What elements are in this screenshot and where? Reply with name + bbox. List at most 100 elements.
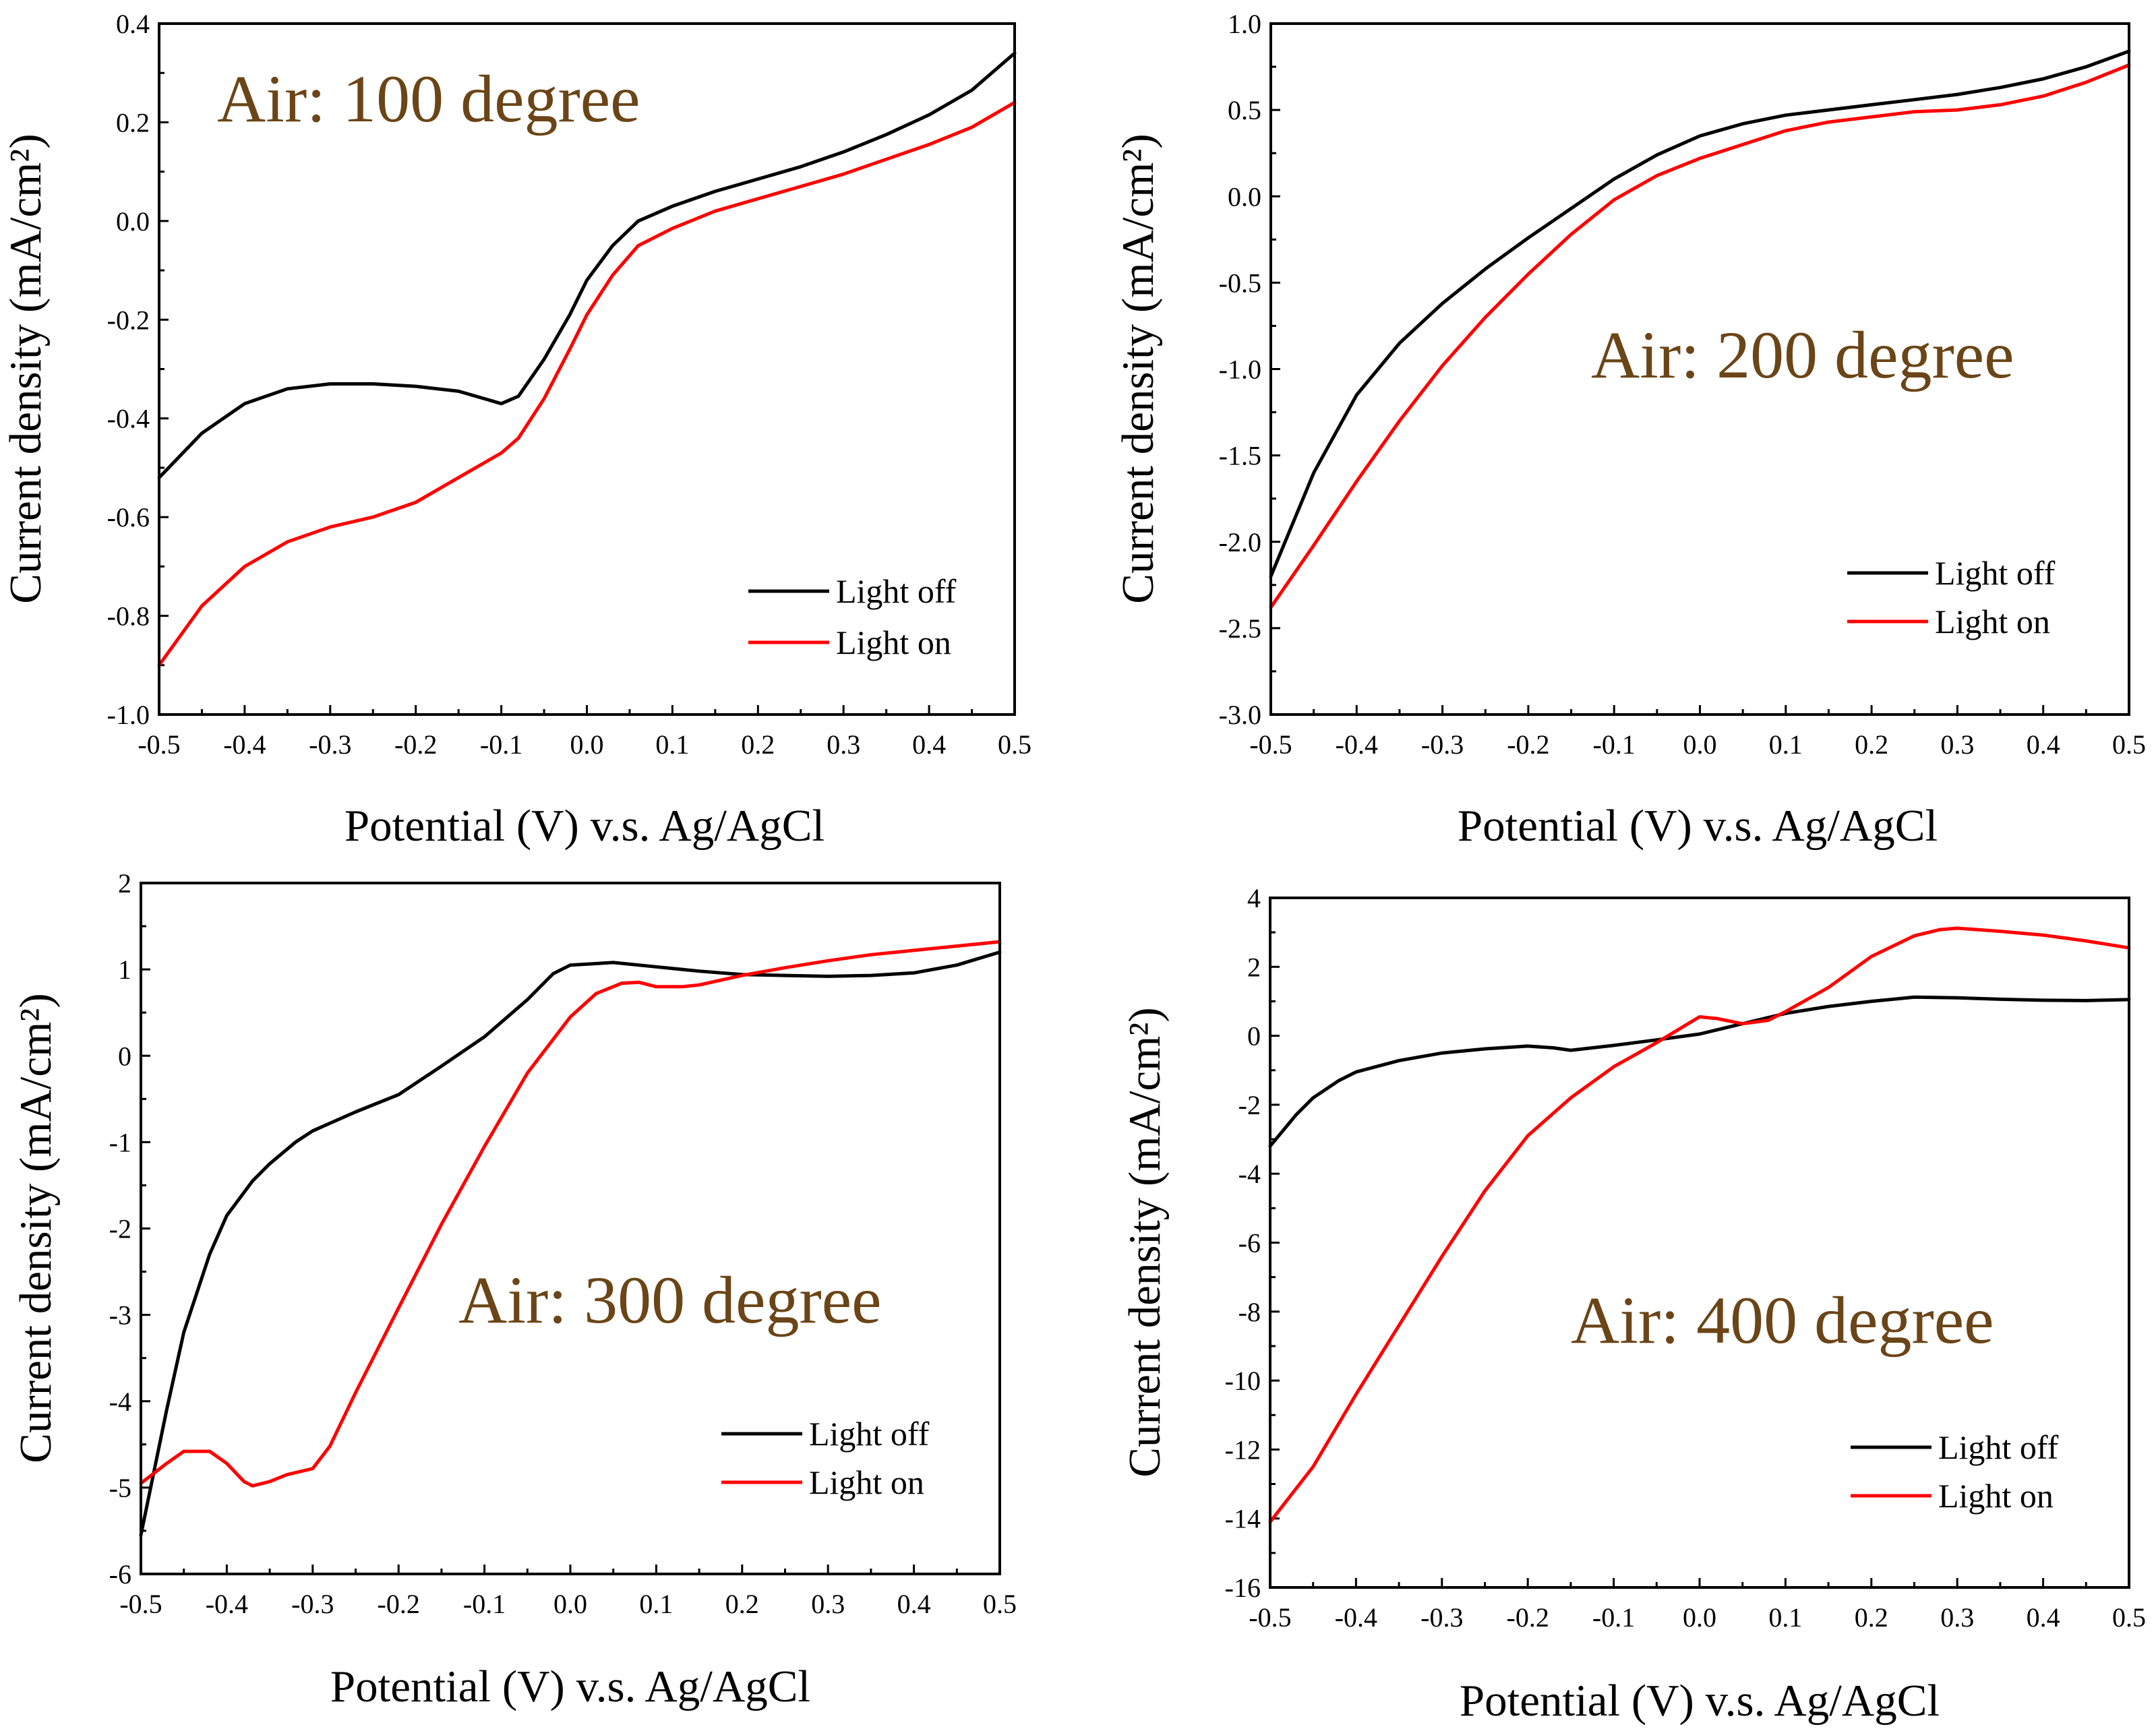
- x-tick-label: 0.0: [1683, 729, 1717, 760]
- y-tick-label: -1.5: [1219, 441, 1261, 471]
- chart-panel-400: Air: 400 degree -0.5 -0.4 -0.3 -0.2 -0.1 0.0 0…: [1120, 883, 2146, 1726]
- y-tick-label: -3: [109, 1300, 131, 1331]
- y-tick-label: 0: [118, 1041, 131, 1071]
- x-tick-label: -0.2: [394, 729, 437, 760]
- y-tick-label: 0.2: [116, 107, 150, 138]
- x-tick-label: 0.4: [2027, 1602, 2060, 1633]
- legend: Light off Light on: [748, 572, 957, 661]
- panel-title: Air: 400 degree: [1571, 1283, 1994, 1358]
- y-tick-label: -1: [109, 1127, 131, 1157]
- x-tick-label: 0.3: [1940, 729, 1974, 760]
- chart-panel-100: Air: 100 degree -0.5 -0.4 -0.3 -0.2 -0.1 0.0 0…: [1, 9, 1031, 851]
- panel-title: Air: 200 degree: [1591, 317, 2014, 392]
- y-tick-label: -0.4: [107, 404, 150, 434]
- x-tick-label: 0.3: [827, 729, 860, 760]
- x-axis-title: Potential (V) v.s. Ag/AgCl: [330, 1662, 810, 1711]
- x-tick-label: -0.3: [291, 1589, 334, 1619]
- legend: Light off Light on: [1851, 1428, 2059, 1515]
- legend-label-light-on: Light on: [1935, 603, 2050, 640]
- x-tick-label: 0.3: [1940, 1602, 1974, 1633]
- x-tick-label: -0.4: [206, 1589, 248, 1619]
- y-tick-label: 0.4: [116, 9, 150, 39]
- y-axis-title: Current density (mA/cm²): [1, 133, 51, 603]
- legend-label-light-on: Light on: [836, 624, 951, 661]
- legend-label-light-off: Light off: [809, 1415, 930, 1453]
- x-tick-label: -0.4: [223, 729, 266, 760]
- y-tick-label: 1: [118, 954, 131, 985]
- y-tick-label: -12: [1225, 1434, 1261, 1465]
- x-tick-label: -0.5: [138, 729, 180, 760]
- x-tick-label: -0.4: [1336, 729, 1378, 760]
- x-tick-label: 0.1: [639, 1589, 673, 1619]
- series-line-light-on: [157, 100, 1017, 667]
- series-group: [1269, 49, 2131, 609]
- y-axis-title: Current density (mA/cm²): [1113, 133, 1163, 603]
- y-tick-label: 0.5: [1228, 95, 1261, 125]
- x-tick-label: 0.2: [741, 729, 775, 760]
- x-axis-title: Potential (V) v.s. Ag/AgCl: [1458, 801, 1938, 851]
- x-tick-label: -0.4: [1335, 1602, 1377, 1633]
- y-tick-label: -1.0: [107, 700, 150, 730]
- x-tick-label: 0.4: [897, 1589, 931, 1619]
- y-tick-label: 4: [1247, 883, 1261, 913]
- y-tick-label: 2: [118, 868, 131, 899]
- x-tick-label: -0.1: [1592, 1602, 1635, 1633]
- legend-label-light-off: Light off: [1935, 554, 2056, 592]
- x-axis-title: Potential (V) v.s. Ag/AgCl: [1460, 1676, 1940, 1726]
- x-tick-label: 0.1: [1769, 729, 1803, 760]
- x-tick-label: -0.2: [378, 1589, 420, 1619]
- x-tick-label: -0.5: [1249, 729, 1292, 760]
- y-tick-label: -8: [1238, 1297, 1261, 1327]
- y-axis-title: Current density (mA/cm²): [1120, 1007, 1170, 1477]
- chart-panel-300: Air: 300 degree -0.5 -0.4 -0.3 -0.2 -0.1 0.0 0…: [11, 868, 1017, 1711]
- panel-title: Air: 100 degree: [217, 61, 640, 136]
- x-tick-label: -0.3: [1421, 729, 1464, 760]
- x-tick-label: -0.3: [1420, 1602, 1463, 1633]
- legend-label-light-on: Light on: [809, 1463, 924, 1501]
- x-tick-label: -0.1: [1593, 729, 1636, 760]
- y-tick-label: 0: [1247, 1021, 1261, 1052]
- series-group: [157, 51, 1017, 667]
- x-tick-label: 0.5: [2112, 1602, 2146, 1633]
- plot-frame: [158, 22, 1016, 716]
- x-tick-label: 0.4: [2027, 729, 2060, 760]
- legend: Light off Light on: [721, 1415, 930, 1501]
- x-tick-label: 0.2: [1855, 729, 1888, 760]
- y-tick-label: -4: [109, 1387, 131, 1417]
- x-tick-label: 0.5: [998, 729, 1031, 760]
- y-tick-label: -1.0: [1219, 355, 1261, 385]
- x-tick-label: 0.1: [1768, 1602, 1802, 1633]
- series-line-light-off: [1269, 49, 2131, 578]
- y-tick-label: -6: [1238, 1228, 1261, 1258]
- x-tick-label: -0.1: [463, 1589, 506, 1619]
- y-tick-label: -2.5: [1219, 613, 1261, 644]
- x-tick-label: 0.0: [1683, 1602, 1716, 1633]
- x-tick-label: -0.2: [1507, 729, 1549, 760]
- plot-frame: [140, 882, 1001, 1575]
- y-tick-label: -2.0: [1219, 527, 1261, 557]
- y-tick-label: -0.8: [107, 601, 150, 632]
- tick-group: -0.5 -0.4 -0.3 -0.2 -0.1 0.0 0.1 0.2 0.3 0.4 0.5 -6…: [109, 868, 1017, 1619]
- panel-title: Air: 300 degree: [458, 1263, 882, 1337]
- y-tick-label: -5: [109, 1473, 131, 1503]
- y-tick-label: -0.2: [107, 305, 150, 335]
- y-tick-label: -0.5: [1219, 268, 1261, 298]
- x-axis-title: Potential (V) v.s. Ag/AgCl: [345, 801, 825, 851]
- series-line-light-on: [1268, 926, 2131, 1524]
- legend-label-light-off: Light off: [1938, 1428, 2059, 1466]
- plot-frame: [1269, 22, 2130, 716]
- x-tick-label: -0.3: [309, 729, 351, 760]
- y-tick-label: 2: [1247, 952, 1261, 982]
- x-tick-label: -0.5: [119, 1589, 162, 1619]
- y-tick-label: -14: [1225, 1504, 1261, 1534]
- y-tick-label: 0.0: [1228, 181, 1261, 212]
- x-tick-label: 0.5: [2112, 729, 2146, 760]
- y-tick-label: 1.0: [1228, 9, 1261, 39]
- y-tick-label: -4: [1238, 1159, 1261, 1189]
- x-tick-label: -0.2: [1507, 1602, 1549, 1633]
- x-tick-label: 0.2: [725, 1589, 759, 1619]
- x-tick-label: -0.5: [1249, 1602, 1291, 1633]
- y-tick-label: -10: [1225, 1366, 1261, 1396]
